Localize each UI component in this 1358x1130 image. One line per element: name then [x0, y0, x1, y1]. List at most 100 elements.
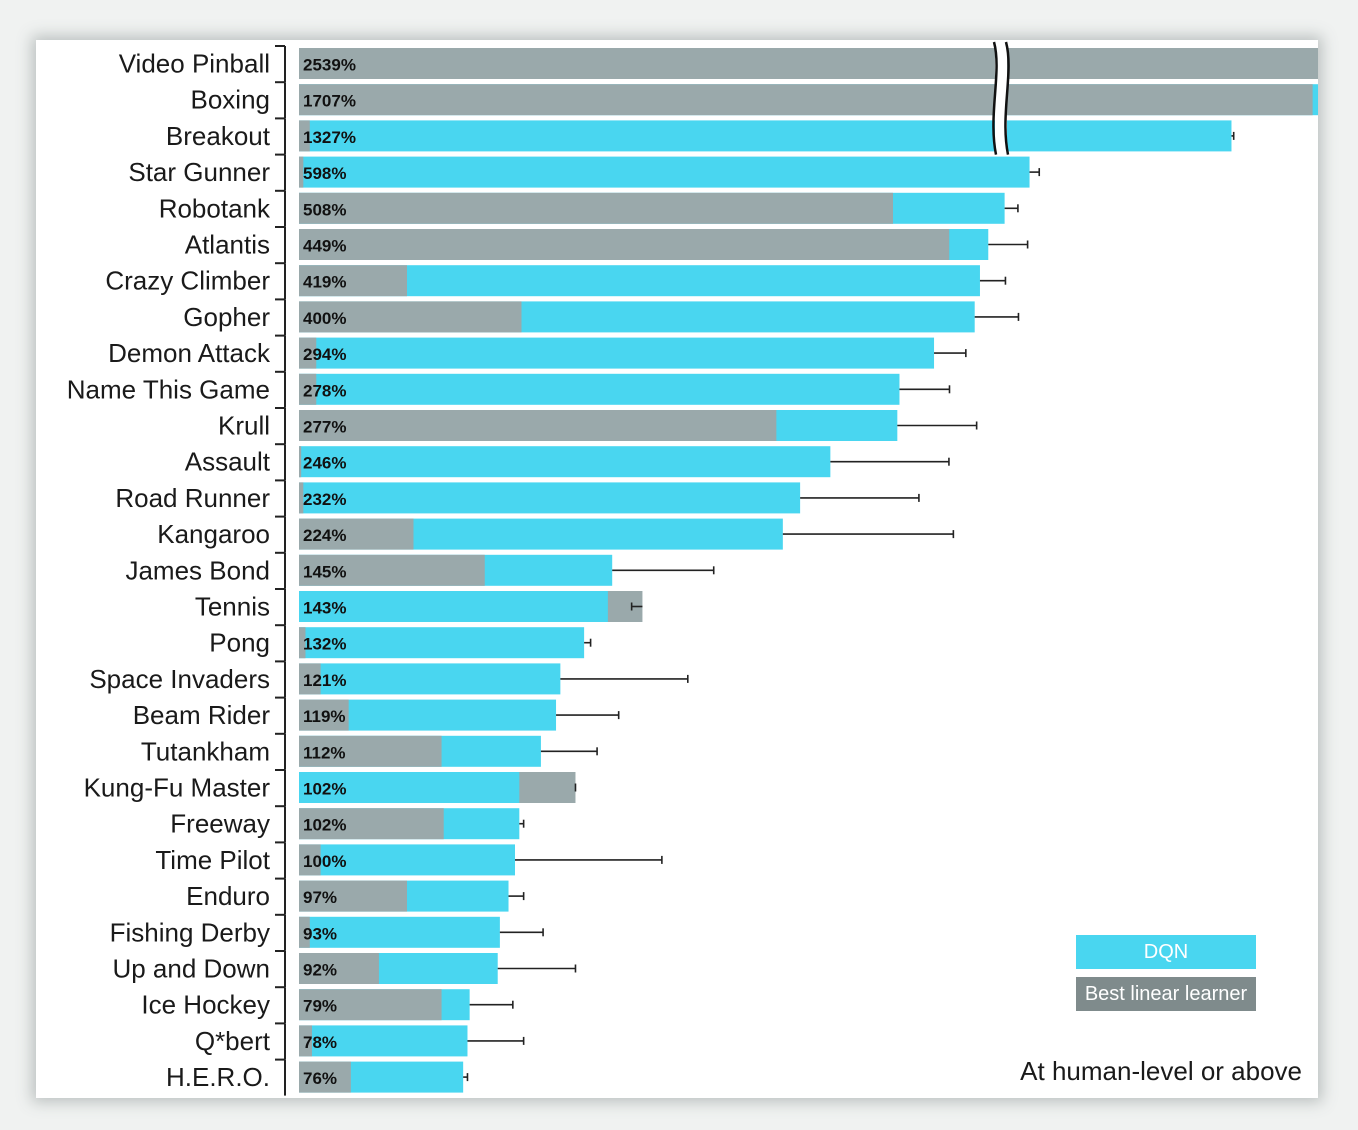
bar-dqn [299, 916, 500, 948]
bar-best-linear [299, 410, 777, 441]
bar-dqn [299, 156, 1030, 188]
bar-best-linear [299, 844, 321, 876]
bar-best-linear [299, 627, 306, 659]
category-label: Krull [218, 411, 270, 441]
legend-dqn: DQN [1076, 935, 1256, 969]
dqn-percent-label: 246% [303, 454, 346, 473]
category-label: Boxing [191, 85, 271, 115]
dqn-percent-label: 100% [303, 852, 346, 871]
bar-dqn [299, 482, 801, 514]
bar-best-linear [299, 265, 407, 297]
bar-dqn [299, 337, 935, 369]
bar-best-linear [299, 989, 442, 1021]
bar-best-linear [299, 373, 317, 405]
category-label: Pong [209, 628, 270, 658]
category-label: H.E.R.O. [166, 1062, 270, 1092]
dqn-percent-label: 119% [303, 707, 346, 726]
bar-best-linear [299, 48, 1318, 79]
category-label: Freeway [170, 809, 270, 839]
category-label: Space Invaders [89, 664, 270, 694]
dqn-percent-label: 97% [303, 888, 337, 907]
bar-best-linear [299, 808, 444, 840]
category-label: Enduro [186, 881, 270, 911]
category-label: Kangaroo [157, 519, 270, 549]
category-label: Q*bert [195, 1026, 271, 1056]
dqn-percent-label: 145% [303, 562, 346, 581]
legend-best-linear-learner: Best linear learner [1076, 977, 1256, 1011]
category-label: Tennis [195, 592, 270, 622]
bar-dqn [299, 373, 900, 405]
category-label: Tutankham [141, 736, 270, 766]
category-label: Atlantis [185, 230, 270, 260]
dqn-percent-label: 294% [303, 345, 346, 364]
chart-panel: Video Pinball 2539% Boxing 1707% Breakout 132… [36, 40, 1318, 1098]
bar-best-linear [299, 482, 304, 514]
dqn-percent-label: 93% [303, 924, 337, 943]
bar-best-linear [299, 156, 304, 188]
category-label: Robotank [159, 193, 271, 223]
category-label: Crazy Climber [105, 266, 270, 296]
bar-best-linear [299, 953, 379, 984]
category-label: Star Gunner [128, 157, 270, 187]
dqn-percent-label: 1327% [303, 128, 356, 147]
dqn-percent-label: 278% [303, 381, 346, 400]
dqn-percent-label: 598% [303, 164, 346, 183]
dqn-percent-label: 232% [303, 490, 346, 509]
bar-best-linear [299, 880, 407, 912]
category-label: Up and Down [112, 954, 270, 984]
category-label: Ice Hockey [141, 990, 270, 1020]
category-label: James Bond [125, 555, 270, 585]
bar-best-linear [299, 337, 317, 369]
category-label: Name This Game [67, 374, 270, 404]
category-label: Assault [185, 447, 271, 477]
bar-best-linear [299, 192, 893, 224]
bar-dqn [299, 627, 585, 659]
bar-best-linear [299, 518, 414, 550]
category-label: Gopher [183, 302, 270, 332]
dqn-percent-label: 102% [303, 780, 346, 799]
bar-dqn [299, 844, 515, 876]
dqn-percent-label: 449% [303, 237, 346, 256]
bar-dqn [299, 265, 980, 297]
bar-best-linear [299, 663, 321, 695]
category-label: Video Pinball [119, 49, 270, 79]
dqn-percent-label: 78% [303, 1033, 337, 1052]
category-label: Beam Rider [133, 700, 271, 730]
bar-best-linear [299, 446, 302, 478]
dqn-percent-label: 224% [303, 526, 346, 545]
axis-break-mark [992, 41, 998, 155]
dqn-percent-label: 143% [303, 599, 346, 618]
bar-best-linear [299, 84, 1313, 116]
bar-dqn [299, 591, 608, 622]
dqn-percent-label: 102% [303, 816, 346, 835]
bar-best-linear [299, 916, 310, 948]
dqn-percent-label: 76% [303, 1069, 337, 1088]
bar-best-linear [299, 120, 310, 152]
bar-best-linear [299, 699, 349, 731]
chart-caption: At human-level or above [1020, 1056, 1302, 1086]
dqn-percent-label: 92% [303, 961, 337, 980]
bar-best-linear [299, 1061, 351, 1093]
category-label: Fishing Derby [110, 917, 270, 947]
bar-best-linear [299, 301, 522, 333]
category-label: Time Pilot [155, 845, 270, 875]
dqn-percent-label: 277% [303, 418, 346, 437]
bar-dqn [299, 663, 561, 695]
dqn-percent-label: 508% [303, 200, 346, 219]
dqn-percent-label: 112% [303, 743, 346, 762]
dqn-percent-label: 2539% [303, 56, 356, 75]
category-label: Kung-Fu Master [84, 773, 271, 803]
category-label: Breakout [166, 121, 271, 151]
dqn-percent-label: 1707% [303, 92, 356, 111]
dqn-percent-label: 121% [303, 671, 346, 690]
axis-break-gap [995, 42, 1007, 155]
bar-chart: Video Pinball 2539% Boxing 1707% Breakout 132… [67, 41, 1318, 1096]
bar-dqn [299, 446, 831, 478]
bar-dqn [299, 120, 1232, 152]
bar-dqn [299, 1025, 468, 1057]
category-label: Road Runner [115, 483, 270, 513]
bar-best-linear [299, 229, 950, 260]
bar-best-linear [299, 735, 442, 767]
bar-best-linear [299, 1025, 312, 1057]
axis-break-mark [1004, 41, 1010, 155]
